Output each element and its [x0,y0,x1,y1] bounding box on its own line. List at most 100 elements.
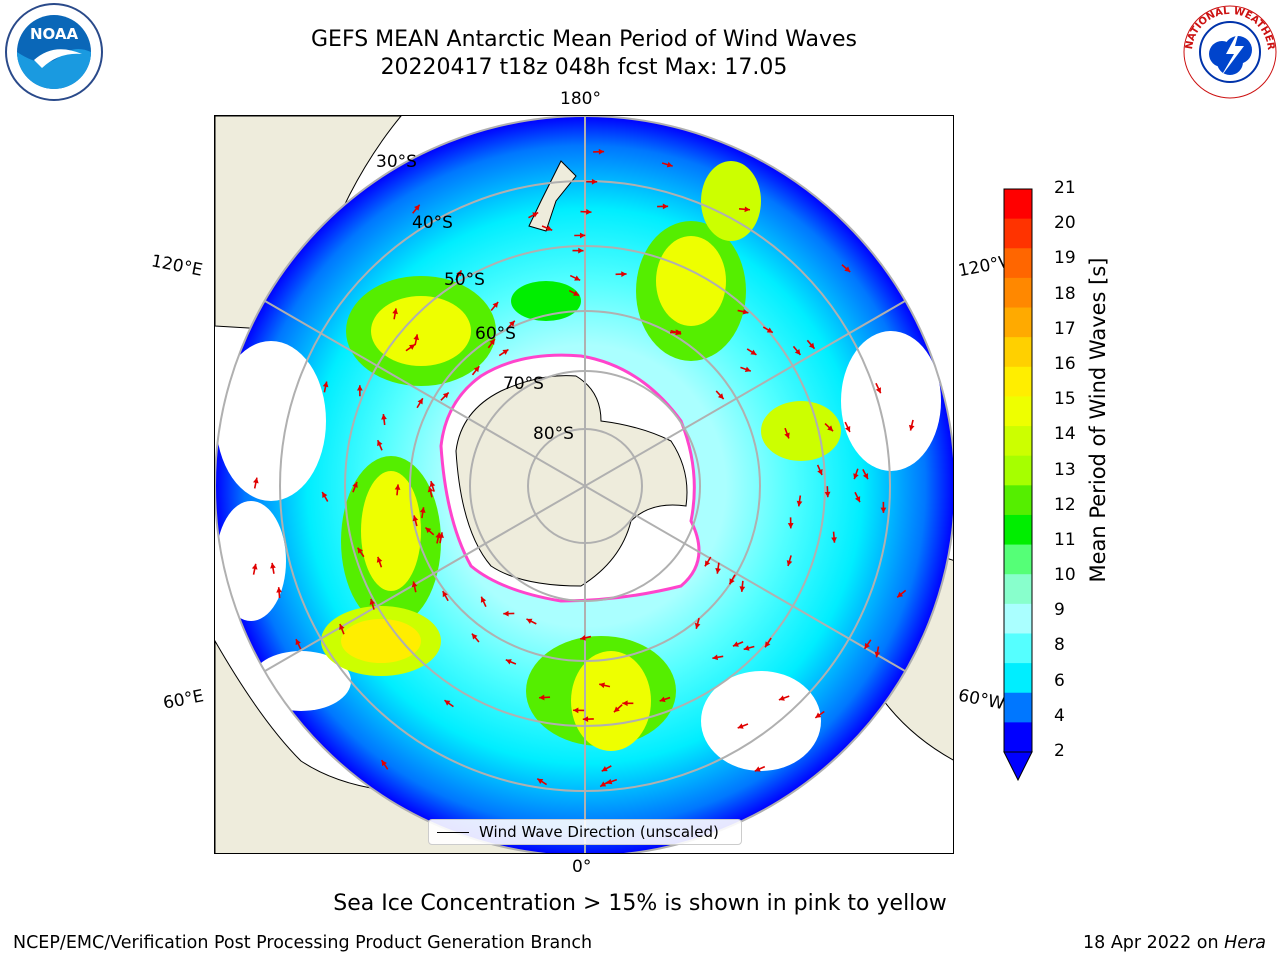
wind-arrow-head [824,491,831,498]
wind-arrow-head [352,481,358,488]
lon-label-60e: 60°E [161,686,206,714]
colorbar-band [1004,248,1032,279]
wind-arrow-head [473,366,480,373]
wind-arrow-head [622,700,628,707]
wind-arrow-head [827,425,834,432]
wind-arrow-head [444,700,451,706]
wind-arrow-head [601,766,608,772]
wind-arrow-head [376,556,383,563]
wind-arrow-head [425,527,432,534]
wind-arrow-head [599,682,606,689]
wind-arrow-head [717,393,724,400]
map-legend: Wind Wave Direction (unscaled) [428,819,742,845]
colorbar-tick-label: 8 [1054,635,1065,656]
colorbar-band [1004,189,1032,220]
wind-arrow-head [394,484,401,490]
wind-arrow-head [322,381,329,388]
colorbar-band [1004,218,1032,249]
sea-ice-note: Sea Ice Concentration > 15% is shown in … [333,891,947,916]
lon-label-0: 0° [572,857,592,877]
colorbar-extend-arrow [1003,751,1033,782]
wind-arrow-head [413,334,420,341]
wind-arrow-head [666,161,673,168]
colorbar-tick-label: 14 [1054,424,1076,445]
wind-arrow-head [270,562,276,569]
lat-label-30s: 30°S [376,152,417,172]
wind-arrow-head [675,329,682,336]
colorbar-band [1004,426,1032,457]
wind-arrow-head [765,641,771,648]
wind-arrow-head [480,596,487,603]
wind-arrow-head [532,212,539,218]
lat-label-60s: 60°S [475,324,516,344]
colorbar-label: Mean Period of Wind Waves [s] [1086,257,1110,583]
wind-arrow-head [411,581,418,588]
colorbar-tick-label: 21 [1054,178,1076,198]
wind-arrow-head [429,481,436,488]
wind-arrow-head [322,491,328,498]
wind-arrow-head [732,641,739,647]
wind-arrow-head [864,642,870,649]
wind-arrow-head [854,496,861,503]
wind-arrow-head [817,469,823,476]
wind-arrow-head [908,424,915,431]
wind-arrow-head [509,320,515,327]
wind-arrow-head [503,610,509,617]
wind-arrow-head [442,591,448,598]
wind-arrow-head [586,208,592,215]
wave-period-zones [321,161,841,751]
wind-arrow-head [737,723,744,729]
lat-label-70s: 70°S [503,374,544,394]
colorbar-band [1004,396,1032,427]
colorbar-band [1004,544,1032,575]
wind-arrow-head [357,547,363,554]
wind-arrow-head [743,645,750,651]
wind-arrow-head [613,706,620,713]
credit-date-text: 18 Apr 2022 on [1083,933,1225,953]
wind-arrow-head [573,290,580,296]
wind-arrow-head [526,618,533,624]
colorbar-tick-label: 15 [1054,389,1076,410]
colorbar-band [1004,722,1032,753]
wind-arrow-head [537,778,544,784]
wind-arrow-head [502,349,509,355]
legend-line-sample [437,832,469,833]
credit-branch: NCEP/EMC/Verification Post Processing Pr… [13,933,593,953]
colorbar-tick-label: 17 [1054,318,1076,339]
wind-arrow-head [591,178,598,185]
wind-arrow-head [831,537,837,543]
nws-logo-icon: NATIONAL WEATHER SERVICE [1180,2,1278,100]
wind-arrow-head [778,695,785,701]
wind-arrow-head [600,781,607,787]
colorbar-band [1004,366,1032,397]
lon-label-60w: 60°W [956,685,1007,715]
colorbar-band [1004,455,1032,486]
colorbar-tick-label: 12 [1054,494,1076,515]
wind-arrow-head [579,232,586,239]
colorbar-band [1004,603,1032,634]
wind-arrow-head [874,651,881,658]
wind-arrow-head [471,633,478,640]
wind-arrow-head [853,473,859,480]
wind-arrow-head [606,778,613,785]
colorbar-tick-label: 19 [1054,248,1076,269]
wind-arrow-head [546,225,553,231]
antarctica [455,375,688,587]
wind-arrow-head [754,766,761,772]
wind-arrow-head [442,392,449,399]
polar-map [215,116,953,853]
colorbar-band [1004,485,1032,516]
wind-arrow-head [412,515,419,522]
colorbar-tick-label: 11 [1054,529,1076,550]
wind-arrow-head [251,563,258,570]
wind-arrow-head [356,385,363,391]
wind-arrow-head [815,712,822,718]
wind-arrow-head [662,203,669,210]
wind-arrow-head [598,148,605,155]
colorbar-tick-label: 9 [1054,600,1065,621]
wind-arrow-head [438,532,444,539]
wind-arrow-head [659,696,666,703]
wind-arrow-head [739,586,746,592]
wind-arrow-head [539,694,545,701]
wind-arrow-head [582,716,589,722]
